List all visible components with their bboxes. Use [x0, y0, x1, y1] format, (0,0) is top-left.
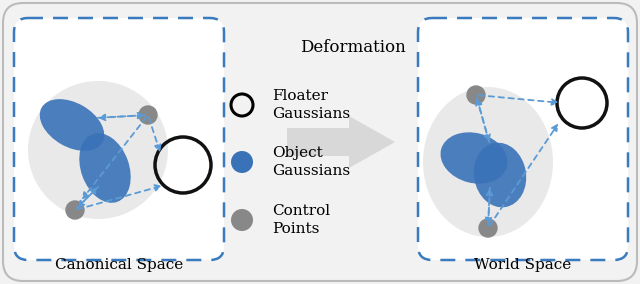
Text: World Space: World Space: [474, 258, 572, 272]
Ellipse shape: [28, 81, 168, 219]
Ellipse shape: [474, 143, 526, 207]
Circle shape: [231, 209, 253, 231]
Text: Object
Gaussians: Object Gaussians: [272, 146, 350, 178]
Text: Control
Points: Control Points: [272, 204, 330, 236]
Circle shape: [479, 219, 497, 237]
Ellipse shape: [423, 87, 553, 237]
Text: Floater
Gaussians: Floater Gaussians: [272, 89, 350, 121]
Ellipse shape: [440, 132, 508, 184]
Circle shape: [467, 86, 485, 104]
FancyBboxPatch shape: [14, 18, 224, 260]
Circle shape: [66, 201, 84, 219]
Circle shape: [139, 106, 157, 124]
Polygon shape: [287, 116, 395, 168]
FancyBboxPatch shape: [3, 3, 637, 281]
FancyBboxPatch shape: [418, 18, 628, 260]
Text: Deformation: Deformation: [300, 39, 406, 55]
Ellipse shape: [79, 133, 131, 203]
Circle shape: [231, 151, 253, 173]
Ellipse shape: [40, 99, 104, 151]
Text: Canonical Space: Canonical Space: [55, 258, 183, 272]
